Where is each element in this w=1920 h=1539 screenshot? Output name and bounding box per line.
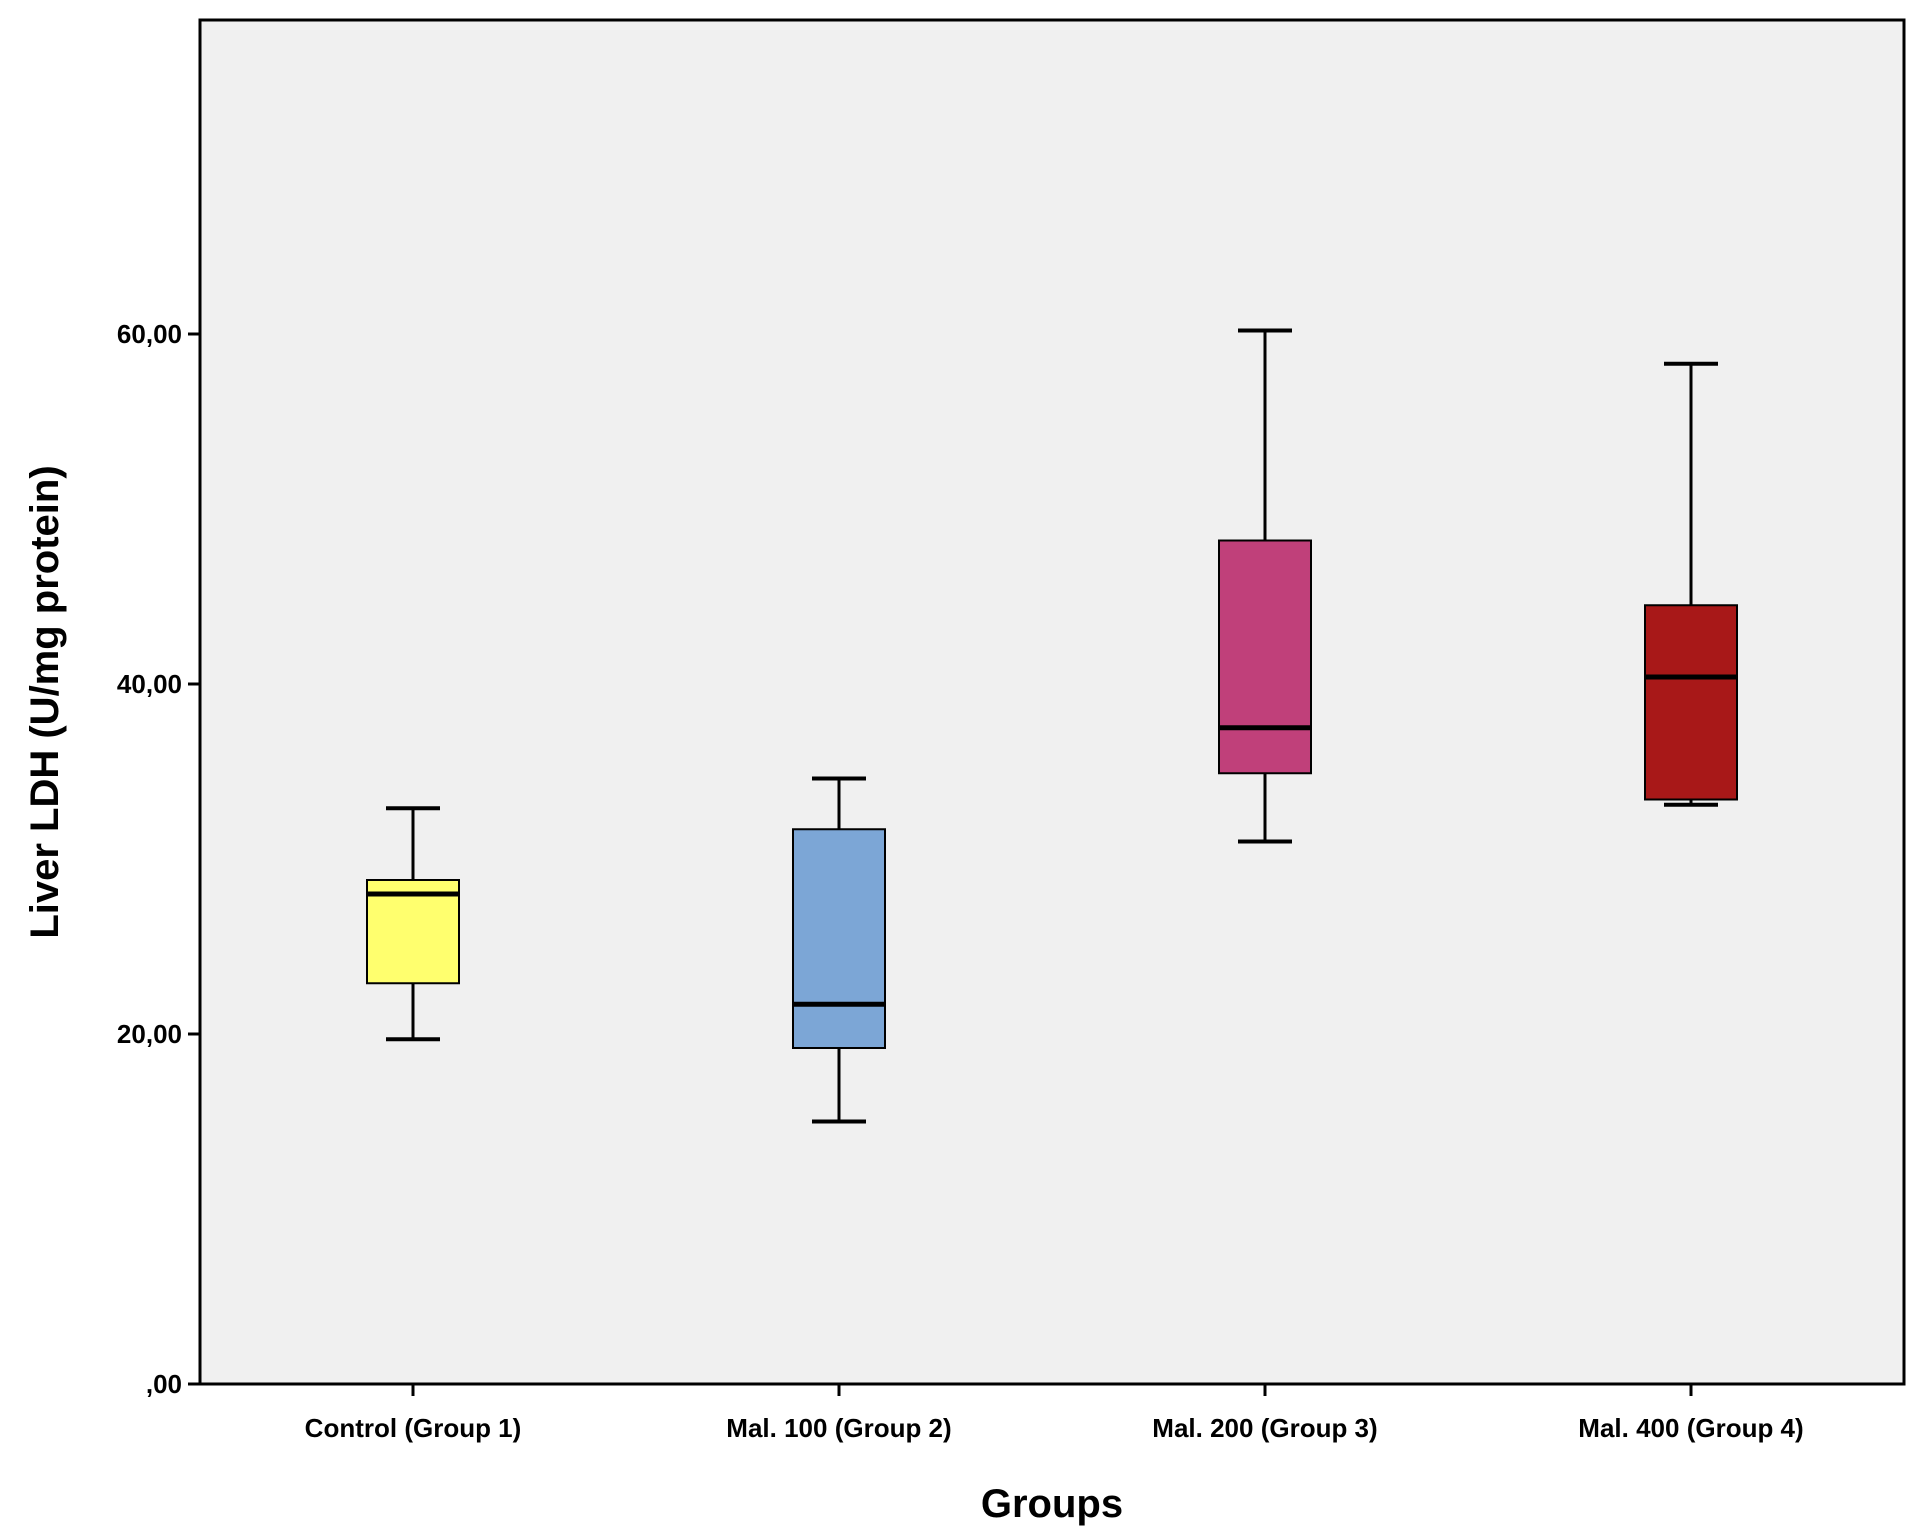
plot-area — [198, 18, 1906, 1386]
box-iqr — [366, 879, 460, 985]
box-group — [1644, 361, 1738, 807]
y-tick-label: ,00 — [146, 1369, 182, 1399]
x-tick-label: Mal. 200 (Group 3) — [1152, 1413, 1377, 1443]
x-tick-label: Mal. 400 (Group 4) — [1578, 1413, 1803, 1443]
box-group — [1218, 328, 1312, 844]
box-group — [792, 776, 886, 1124]
x-axis-ticks: Control (Group 1) Mal. 100 (Group 2) Mal. … — [305, 1384, 1804, 1443]
box-iqr — [1644, 604, 1738, 801]
x-axis-title: Groups — [981, 1482, 1123, 1526]
y-tick-label: 40,00 — [117, 669, 182, 699]
box-iqr — [1218, 539, 1312, 775]
y-tick-label: 60,00 — [117, 319, 182, 349]
x-tick-label: Control (Group 1) — [305, 1413, 522, 1443]
box-iqr — [792, 828, 886, 1049]
y-tick-label: 20,00 — [117, 1019, 182, 1049]
x-tick-label: Mal. 100 (Group 2) — [726, 1413, 951, 1443]
y-axis-title: Liver LDH (U/mg protein) — [23, 465, 67, 938]
y-axis-ticks: ,00 20,00 40,00 60,00 — [117, 319, 200, 1399]
box-series — [366, 328, 1738, 1124]
box-group — [366, 806, 460, 1042]
